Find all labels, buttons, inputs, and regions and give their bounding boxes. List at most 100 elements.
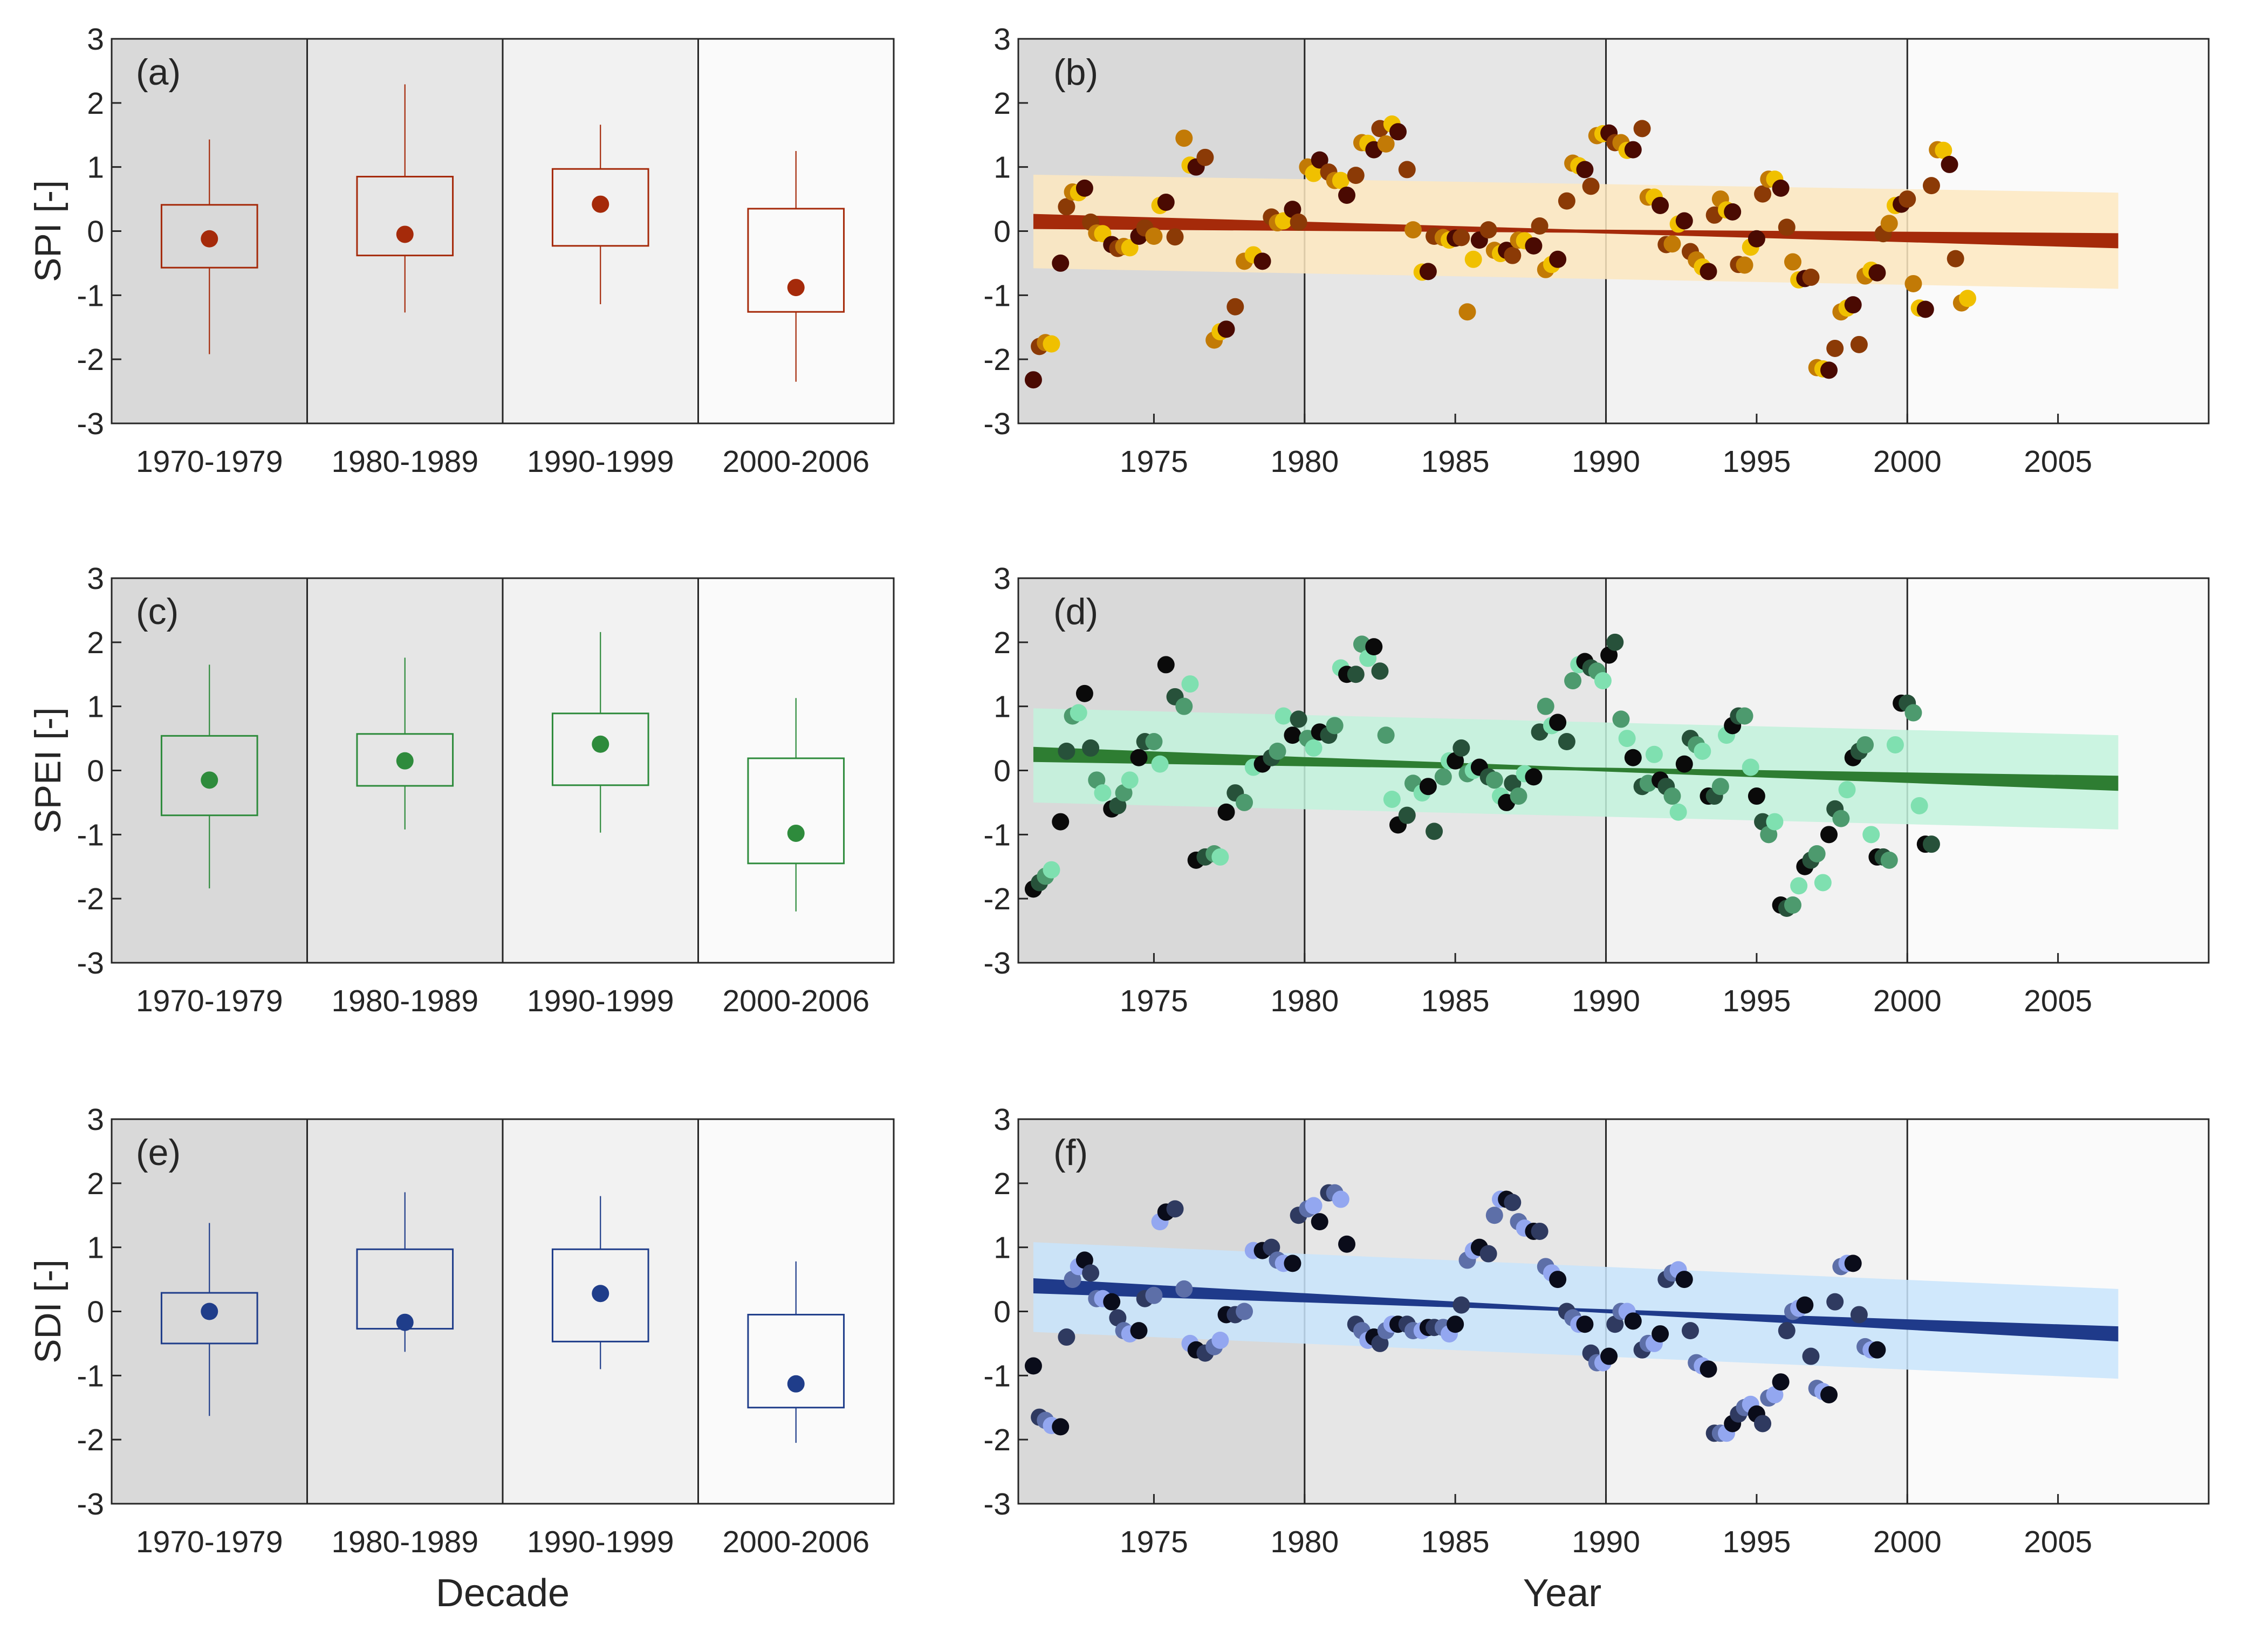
data-point xyxy=(1103,1293,1121,1311)
data-point xyxy=(1398,806,1416,824)
y-axis-label: SPI [-] xyxy=(28,180,68,282)
data-point xyxy=(1157,194,1175,211)
data-point xyxy=(1558,733,1575,751)
data-point xyxy=(1844,296,1862,314)
data-point xyxy=(1820,361,1838,379)
data-point xyxy=(1052,254,1070,272)
data-point xyxy=(1075,1251,1093,1269)
data-point xyxy=(1075,684,1093,702)
x-tick-label: 2000-2006 xyxy=(722,984,869,1018)
data-point xyxy=(1211,848,1229,866)
data-point xyxy=(1377,727,1395,744)
data-point xyxy=(1624,749,1642,766)
x-tick-label: 1980-1989 xyxy=(331,1525,478,1559)
data-point xyxy=(1332,172,1349,189)
data-point xyxy=(1109,1309,1127,1327)
data-point xyxy=(1121,239,1139,257)
scatter-panel-b: -3 -2 -1 0 1 2 3 1975 1980 1985 1990 1995 2000 2005 (b… xyxy=(983,22,2210,479)
data-point xyxy=(1742,758,1759,776)
data-point xyxy=(1434,768,1452,786)
data-point xyxy=(1419,778,1437,796)
x-tick-label: 1985 xyxy=(1421,444,1490,479)
box xyxy=(747,208,845,313)
x-tick-label: 1990 xyxy=(1572,984,1640,1018)
trend-line xyxy=(1033,746,2119,791)
data-point xyxy=(1043,335,1060,353)
x-tick-label: 1975 xyxy=(1120,984,1188,1018)
data-point xyxy=(1109,797,1127,814)
x-tick-label: 2000-2006 xyxy=(722,1525,869,1559)
data-point xyxy=(1479,221,1497,239)
data-point xyxy=(1377,135,1395,153)
data-point xyxy=(1754,813,1772,831)
data-point xyxy=(1338,186,1356,204)
y-tick-label: -1 xyxy=(983,818,1011,852)
x-axis-label: Decade xyxy=(436,1572,570,1615)
y-tick-label: 0 xyxy=(87,754,104,789)
y-tick-label: -2 xyxy=(77,1423,104,1457)
x-tick-label: 1990-1999 xyxy=(527,444,674,479)
data-point xyxy=(1856,736,1874,753)
data-point xyxy=(1814,874,1832,892)
y-tick-label: 1 xyxy=(993,690,1011,724)
data-point xyxy=(1916,300,1934,318)
y-tick-label: -3 xyxy=(77,946,104,981)
panel-label: (c) xyxy=(136,591,179,632)
data-point xyxy=(1052,813,1070,831)
data-point xyxy=(1284,201,1301,218)
data-point xyxy=(1669,803,1687,821)
data-point xyxy=(1082,739,1100,757)
x-axis-label: Year xyxy=(1523,1572,1601,1615)
data-point xyxy=(1736,256,1753,274)
x-tick-label: 1980 xyxy=(1270,1525,1339,1559)
y-tick-label: 2 xyxy=(993,86,1011,121)
data-point xyxy=(1564,672,1582,690)
data-point xyxy=(1024,371,1042,389)
data-point xyxy=(1305,1197,1323,1215)
data-point xyxy=(1383,790,1401,808)
data-point xyxy=(1675,755,1693,773)
data-point xyxy=(1886,736,1904,753)
data-point xyxy=(1447,752,1464,770)
data-point xyxy=(1043,861,1060,879)
data-point xyxy=(1576,1315,1594,1333)
data-point xyxy=(1269,742,1286,760)
data-point xyxy=(1504,775,1522,792)
y-tick-label: 0 xyxy=(993,1295,1011,1330)
mean-marker xyxy=(592,195,609,213)
data-point xyxy=(1826,1293,1844,1311)
data-point xyxy=(1754,185,1772,203)
data-point xyxy=(1531,1222,1548,1240)
data-point xyxy=(1236,793,1253,811)
data-point xyxy=(1284,1255,1301,1272)
y-tick-label: -1 xyxy=(77,278,104,313)
data-point xyxy=(1426,823,1443,840)
data-point xyxy=(1211,1331,1229,1349)
data-point xyxy=(1284,727,1301,744)
y-tick-label: 0 xyxy=(993,215,1011,249)
y-tick-label: -2 xyxy=(77,342,104,377)
x-tick-label: 1995 xyxy=(1722,444,1791,479)
data-point xyxy=(1772,179,1790,197)
data-point xyxy=(1922,177,1940,195)
data-point xyxy=(1531,217,1548,235)
data-point xyxy=(1115,784,1133,802)
panel-label: (b) xyxy=(1053,52,1098,93)
data-point xyxy=(1899,190,1916,208)
x-tick-label: 1980 xyxy=(1270,984,1339,1018)
data-point xyxy=(1196,148,1214,166)
data-point xyxy=(1868,264,1886,282)
data-point xyxy=(1130,749,1148,766)
data-point xyxy=(1624,1312,1642,1330)
data-point xyxy=(1166,228,1184,246)
y-tick-label: 2 xyxy=(87,86,104,121)
y-tick-label: 1 xyxy=(993,1231,1011,1265)
data-point xyxy=(1452,1296,1470,1314)
x-tick-label: 1990 xyxy=(1572,444,1640,479)
y-tick-label: 1 xyxy=(87,1231,104,1265)
data-point xyxy=(1458,303,1476,321)
data-point xyxy=(1166,1200,1184,1218)
mean-marker xyxy=(592,1285,609,1303)
data-point xyxy=(1549,1271,1567,1289)
